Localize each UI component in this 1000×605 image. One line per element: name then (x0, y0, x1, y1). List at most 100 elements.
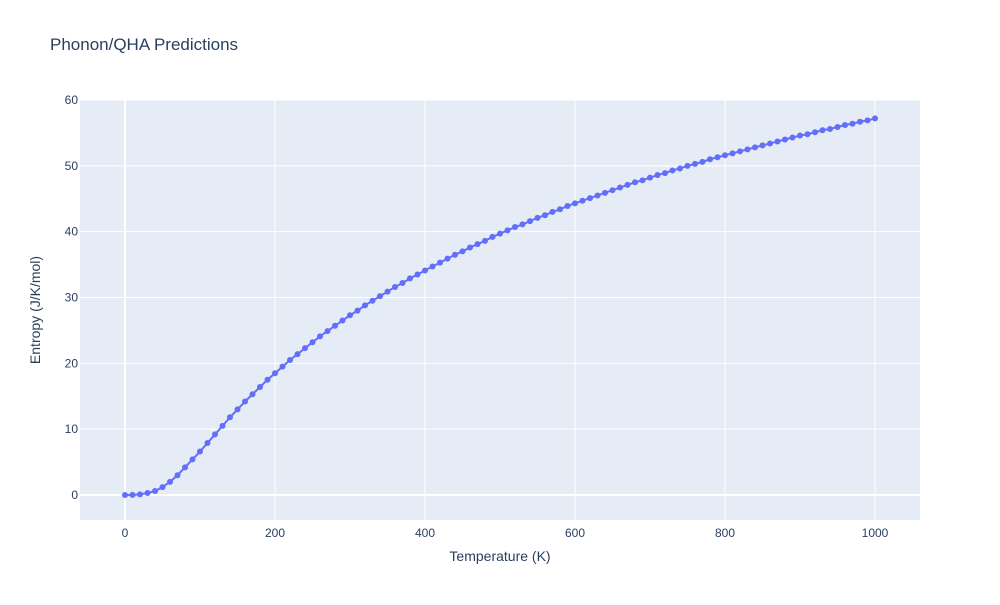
data-point (602, 189, 608, 196)
data-point (152, 488, 158, 495)
data-point (587, 195, 593, 202)
data-point (272, 370, 278, 377)
data-point (249, 391, 256, 398)
y-axis-title: Entropy (J/K/mol) (27, 256, 43, 364)
x-tick-label: 0 (122, 526, 129, 540)
data-point (512, 224, 518, 231)
data-point (857, 118, 863, 125)
x-tick-label: 200 (265, 526, 285, 540)
data-point (384, 288, 391, 295)
x-tick-label: 600 (565, 526, 585, 540)
data-point (752, 144, 758, 151)
data-point (632, 179, 638, 186)
data-point (144, 490, 151, 497)
data-point (197, 448, 203, 455)
x-gridlines (124, 100, 876, 520)
data-point (347, 312, 353, 319)
data-point (594, 192, 601, 199)
data-point (332, 322, 338, 329)
data-point (489, 233, 496, 240)
data-point (294, 351, 301, 358)
data-point (624, 181, 631, 188)
data-point (504, 227, 511, 234)
data-point (204, 439, 211, 446)
data-point (377, 293, 383, 300)
data-point (557, 206, 563, 213)
data-point (714, 154, 721, 161)
y-gridlines (80, 99, 920, 496)
data-point (474, 241, 481, 248)
data-point (182, 464, 188, 471)
y-tick-label: 10 (65, 422, 79, 436)
data-point (339, 317, 346, 324)
data-point (519, 221, 526, 228)
data-point (819, 127, 826, 134)
data-point (392, 283, 398, 290)
y-tick-label: 60 (65, 93, 79, 107)
data-point (459, 248, 466, 255)
data-point (444, 255, 451, 262)
y-tick-label: 0 (71, 488, 78, 502)
data-point (534, 214, 541, 221)
data-point (842, 122, 848, 129)
x-tick-labels: 0 200 400 600 800 1000 (122, 526, 889, 540)
data-point (234, 406, 241, 413)
data-point (872, 115, 878, 122)
data-point (774, 138, 781, 145)
data-point (422, 267, 428, 274)
data-point (789, 134, 796, 141)
data-point (647, 174, 653, 181)
data-point (414, 271, 421, 278)
data-point (804, 131, 811, 138)
y-tick-label: 20 (65, 356, 79, 370)
data-point (549, 208, 556, 215)
data-point (317, 333, 323, 340)
data-point (452, 251, 458, 258)
y-tick-label: 30 (65, 290, 79, 304)
data-point (354, 307, 361, 314)
data-point (189, 456, 196, 463)
data-point (684, 162, 691, 169)
y-tick-labels: 0 10 20 30 40 50 60 (65, 93, 79, 502)
data-point (227, 414, 233, 421)
y-tick-label: 50 (65, 159, 79, 173)
data-point (159, 484, 166, 491)
x-axis-title: Temperature (K) (449, 548, 550, 564)
data-point (662, 170, 668, 177)
data-point (137, 491, 143, 498)
data-point (369, 297, 376, 304)
data-point (542, 212, 548, 219)
chart-title: Phonon/QHA Predictions (50, 35, 238, 54)
data-point (767, 140, 773, 147)
data-point (399, 280, 406, 287)
data-point (654, 172, 661, 179)
data-point (122, 491, 128, 498)
data-point (174, 472, 181, 479)
data-point (564, 202, 571, 209)
data-point (129, 491, 136, 498)
data-point (699, 158, 706, 165)
series-points (122, 115, 878, 498)
data-point (212, 431, 218, 438)
data-point (827, 125, 833, 132)
data-point (527, 218, 533, 225)
data-point (737, 148, 743, 155)
data-point (407, 275, 413, 282)
data-point (264, 376, 271, 383)
data-point (834, 123, 841, 130)
data-point (609, 187, 616, 194)
y-tick-label: 40 (65, 225, 79, 239)
data-point (302, 345, 308, 352)
data-point (437, 259, 443, 266)
data-point (482, 237, 488, 244)
data-point (362, 302, 368, 309)
data-point (639, 177, 646, 184)
data-point (167, 478, 173, 485)
data-point (797, 132, 803, 139)
data-point (279, 363, 286, 370)
data-point (257, 384, 263, 391)
data-point (572, 200, 578, 207)
data-point (287, 357, 293, 364)
